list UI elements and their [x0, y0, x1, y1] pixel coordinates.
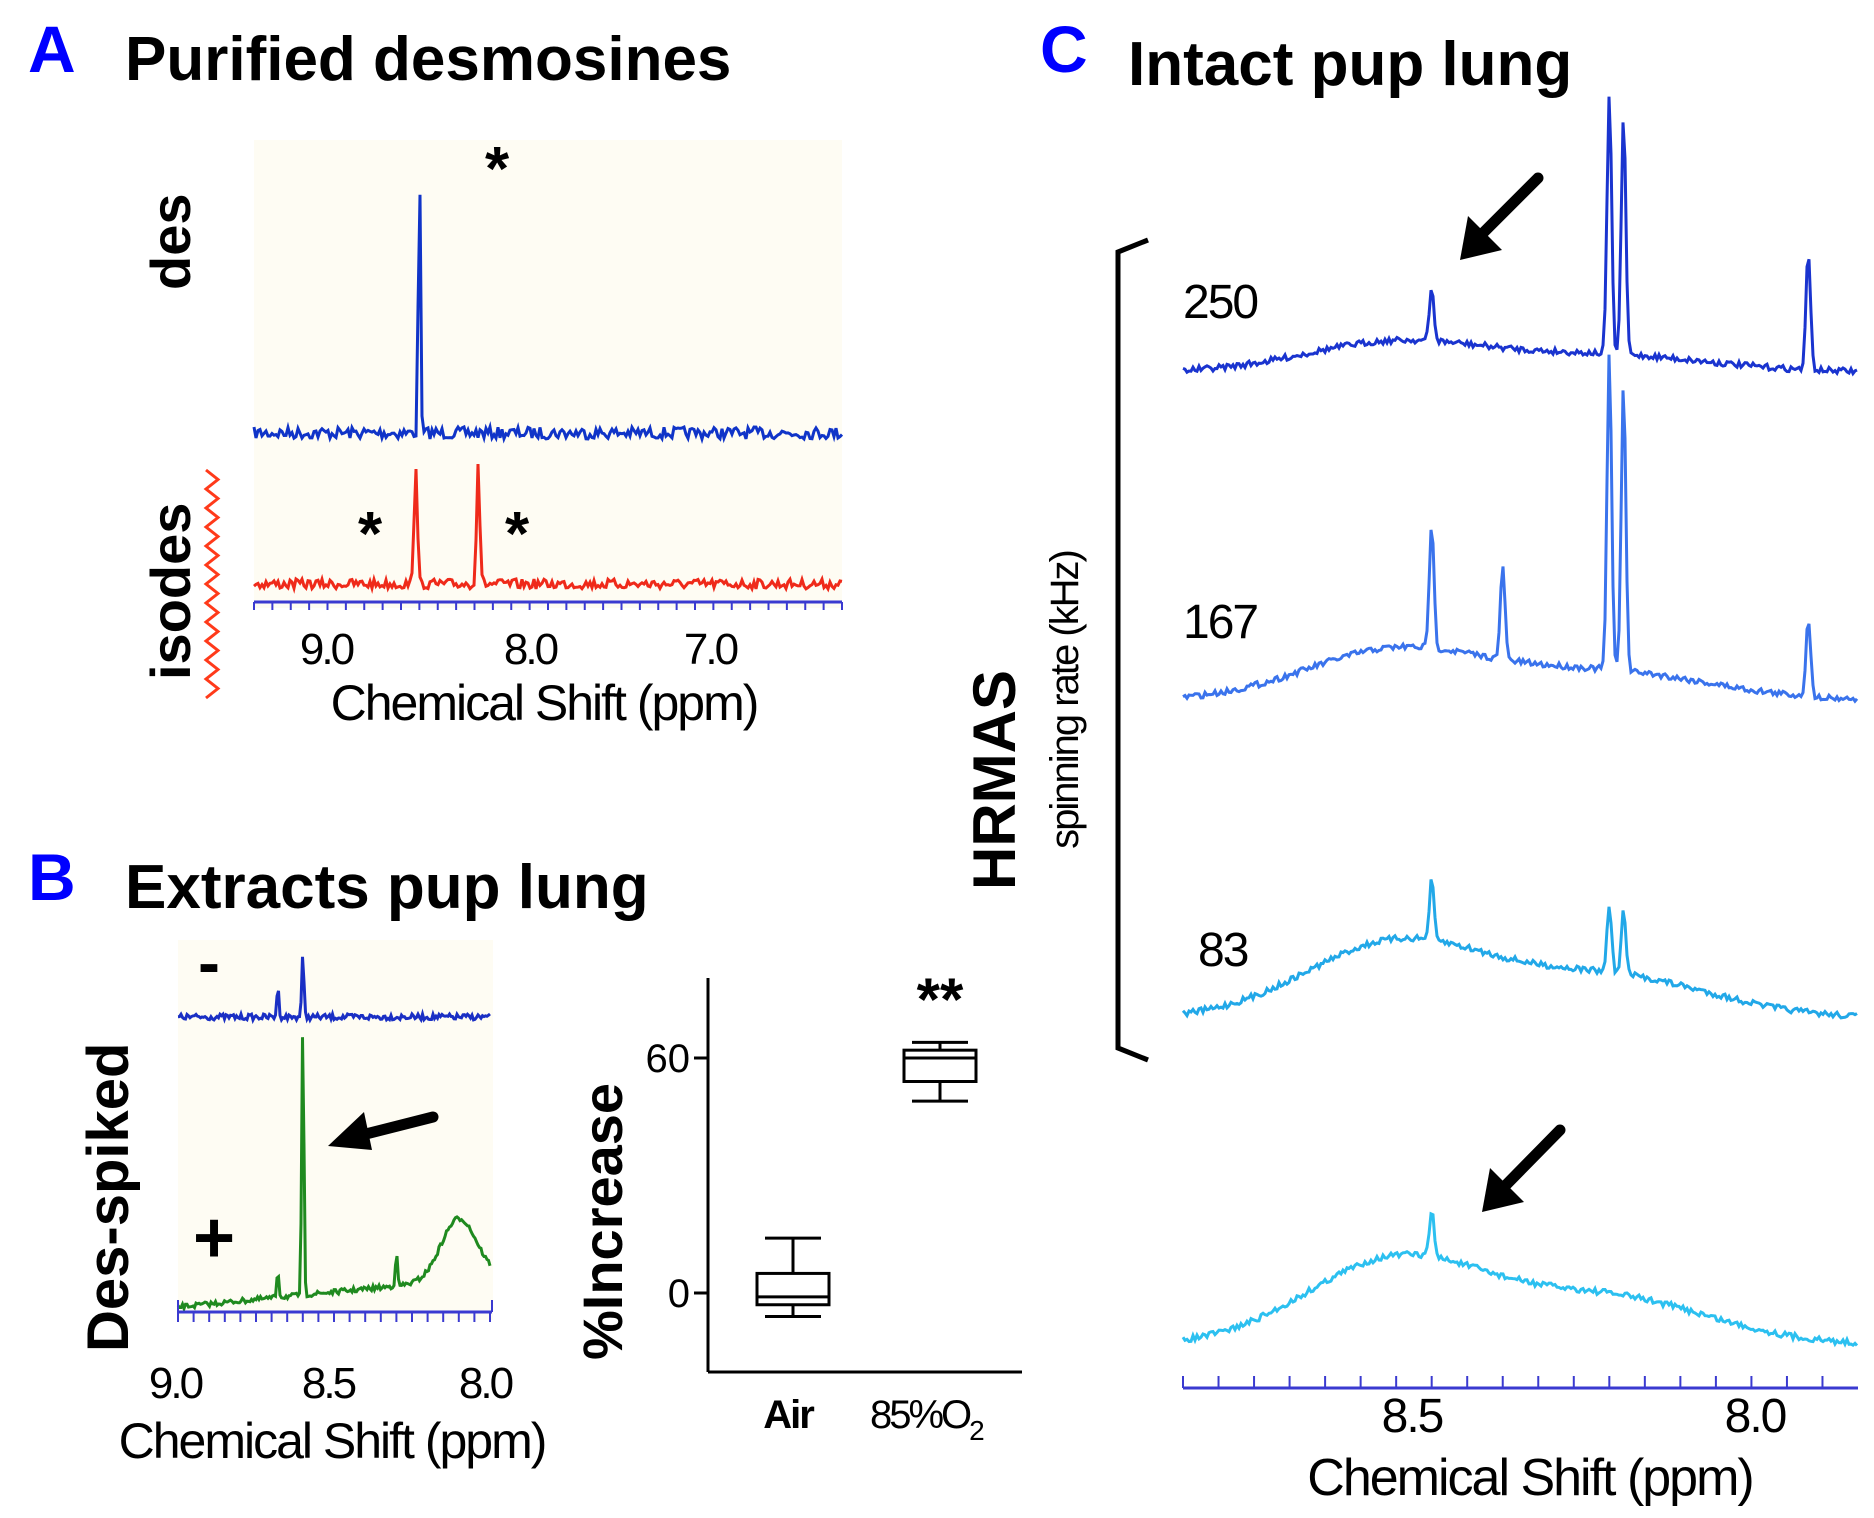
boxplot-y-title: %Increase [571, 1083, 634, 1360]
isodes-trace-line [253, 463, 843, 594]
panel-a-tick-8: 8.0 [504, 625, 558, 674]
rate-167-label: 167 [1183, 596, 1257, 649]
panel-c-arrow-top [1460, 172, 1544, 260]
boxplot-y-label-60: 60 [646, 1037, 691, 1081]
panel-a-plot-bg [254, 140, 842, 608]
isodes-peak-star-left: * [358, 500, 383, 569]
spiked-plus-sign: + [193, 1198, 235, 1278]
unspiked-spectrum [177, 956, 491, 1025]
box-iqr [902, 1048, 978, 1083]
panel-b-boxplot: 60 0 %Increase ** Air 85%O2 [571, 966, 1022, 1446]
unspiked-trace-line [177, 956, 491, 1025]
panel-c-title: Intact pup lung [1128, 30, 1572, 99]
category-85-o2: 85%O2 [870, 1393, 984, 1446]
trace-83 [1181, 879, 1858, 1020]
boxplot-y-label-0: 0 [668, 1272, 690, 1316]
rate-250-label: 250 [1183, 276, 1257, 329]
panel-b-tick-85: 8.5 [302, 1359, 356, 1408]
isodes-peak-star-right: * [505, 500, 530, 569]
panel-b-title: Extracts pup lung [125, 853, 649, 922]
panel-b: B Extracts pup lung - + Des-spiked 9.0 8… [28, 840, 649, 1469]
rate-83-label: 83 [1198, 924, 1248, 977]
trace-167 [1182, 354, 1859, 704]
panel-b-tick-9: 9.0 [149, 1359, 203, 1408]
panel-a-title: Purified desmosines [125, 25, 731, 94]
spinning-rate-label: spinning rate (kHz) [1043, 551, 1087, 849]
panel-c-spectra [1181, 96, 1859, 1348]
des-spectrum [252, 194, 844, 445]
panel-a-x-axis [253, 600, 843, 610]
des-trace-line [252, 194, 844, 445]
spiked-spectrum [176, 1037, 492, 1314]
significance-stars: ** [917, 966, 964, 1033]
panel-c-x-axis [1182, 1376, 1858, 1390]
category-air: Air [763, 1393, 814, 1437]
panel-c-letter: C [1040, 12, 1088, 86]
panel-c: C Intact pup lung HRMAS spinning rate (k… [961, 12, 1859, 1507]
isodes-spectrum [253, 463, 843, 594]
panel-b-plot-bg [178, 940, 493, 1320]
box-85-o2 [902, 1040, 978, 1103]
panel-a-tick-7: 7.0 [684, 625, 738, 674]
hrmas-label: HRMAS [961, 670, 1028, 890]
panel-c-tick-8: 8.0 [1725, 1390, 1786, 1443]
panel-b-letter: B [28, 840, 76, 914]
des-peak-star: * [485, 135, 510, 204]
spiked-trace-line [176, 1037, 492, 1314]
unspiked-minus-sign: - [198, 925, 220, 999]
hrmas-bracket [1115, 237, 1149, 1063]
panel-b-arrow [328, 1111, 439, 1150]
panel-b-y-label: Des-spiked [76, 1043, 141, 1352]
panel-a-letter: A [28, 12, 76, 86]
isodes-zigzag-marker [203, 468, 221, 700]
box-air [755, 1236, 831, 1318]
panel-c-tick-85: 8.5 [1382, 1390, 1443, 1443]
panel-b-x-label: Chemical Shift (ppm) [119, 1413, 546, 1469]
panel-a-tick-9: 9.0 [300, 625, 354, 674]
panel-b-tick-8: 8.0 [459, 1359, 513, 1408]
panel-a-x-label: Chemical Shift (ppm) [331, 675, 758, 731]
trace-250 [1182, 96, 1858, 377]
trace-bottom [1181, 1211, 1859, 1348]
panel-b-x-axis [177, 1300, 493, 1322]
panel-c-arrow-bottom [1482, 1124, 1566, 1212]
panel-a: A Purified desmosines * * * des isodes 9… [28, 12, 844, 731]
isodes-label: isodes [139, 503, 202, 680]
des-label: des [139, 194, 202, 291]
panel-c-x-label: Chemical Shift (ppm) [1307, 1449, 1752, 1507]
box-iqr [755, 1271, 831, 1307]
